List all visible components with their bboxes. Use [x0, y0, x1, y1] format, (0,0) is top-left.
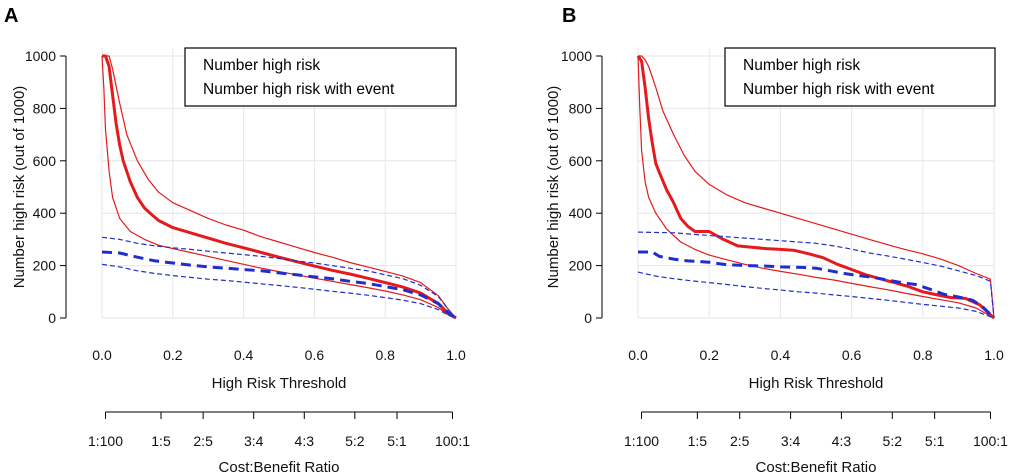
cost-benefit-tick-label: 3:4: [244, 433, 264, 449]
cost-benefit-tick-label: 2:5: [730, 433, 750, 449]
number-high-risk-line: [636, 55, 996, 320]
cost-benefit-tick-label: 100:1: [973, 433, 1008, 449]
cost-benefit-axis-title: Cost:Benefit Ratio: [756, 459, 877, 476]
panel-letter: B: [562, 5, 576, 27]
legend-entry: Number high risk: [203, 57, 320, 74]
cost-benefit-axis-title: Cost:Benefit Ratio: [219, 459, 340, 476]
number-high-risk-with-event-upper-bound-line: [637, 231, 995, 319]
y-tick-label: 400: [569, 205, 593, 221]
cost-benefit-tick-label: 1:100: [88, 433, 123, 449]
legend-entry: Number high risk with event: [203, 81, 395, 98]
cost-benefit-tick-label: 2:5: [193, 433, 213, 449]
number-high-risk-lower-bound-line: [101, 55, 457, 319]
x-tick-label: 0.2: [699, 347, 719, 363]
cost-benefit-tick-label: 5:1: [387, 433, 407, 449]
number-high-risk-with-event-lower-bound-line: [101, 263, 457, 319]
cost-benefit-tick-label: 5:2: [883, 433, 903, 449]
x-axis-title: High Risk Threshold: [749, 375, 884, 392]
x-tick-label: 1.0: [446, 347, 466, 363]
x-tick-label: 1.0: [984, 347, 1004, 363]
cost-benefit-tick-label: 4:3: [832, 433, 852, 449]
number-high-risk-with-event-line: [101, 250, 457, 320]
x-tick-label: 0.0: [628, 347, 648, 363]
y-axis-title: Number high risk (out of 1000): [545, 86, 562, 289]
x-tick-label: 0.4: [771, 347, 791, 363]
y-tick-label: 0: [584, 310, 592, 326]
cost-benefit-tick-label: 3:4: [781, 433, 801, 449]
y-tick-label: 600: [33, 153, 57, 169]
x-axis-title: High Risk Threshold: [212, 375, 347, 392]
panel-letter: A: [4, 5, 18, 27]
legend-entry: Number high risk: [743, 57, 860, 74]
x-tick-label: 0.8: [375, 347, 395, 363]
number-high-risk-upper-bound-line: [638, 55, 995, 319]
panel-b: B 0 200 400 600 800 1000 Number high risk (out …: [545, 5, 1008, 476]
number-high-risk-with-event-lower-bound-line: [637, 271, 995, 319]
number-high-risk-with-event-line: [638, 250, 996, 320]
x-tick-label: 0.2: [163, 347, 183, 363]
number-high-risk-with-event-upper-bound-line: [101, 236, 457, 319]
x-tick-label: 0.0: [92, 347, 112, 363]
y-tick-label: 400: [33, 205, 57, 221]
legend-box: [724, 47, 996, 107]
cost-benefit-tick-label: 1:5: [151, 433, 171, 449]
y-tick-label: 1000: [25, 48, 56, 64]
number-high-risk-lower-bound-line: [637, 55, 995, 319]
y-axis-title: Number high risk (out of 1000): [11, 86, 28, 289]
cost-benefit-tick-label: 4:3: [295, 433, 315, 449]
x-tick-label: 0.8: [913, 347, 933, 363]
y-tick-label: 800: [33, 100, 57, 116]
cost-benefit-tick-label: 5:1: [925, 433, 945, 449]
x-tick-label: 0.6: [842, 347, 862, 363]
y-tick-label: 1000: [561, 48, 592, 64]
cost-benefit-tick-label: 1:100: [624, 433, 659, 449]
cost-benefit-tick-label: 1:5: [688, 433, 708, 449]
y-tick-label: 200: [569, 258, 593, 274]
y-tick-label: 200: [33, 258, 57, 274]
number-high-risk-upper-bound-line: [102, 55, 457, 319]
legend-box: [184, 47, 457, 107]
panel-a: A 0 200 400 600 800 1000 Number high risk (out …: [4, 5, 470, 476]
cost-benefit-tick-label: 5:2: [345, 433, 365, 449]
cost-benefit-tick-label: 100:1: [435, 433, 470, 449]
y-tick-label: 0: [48, 310, 56, 326]
y-tick-label: 600: [569, 153, 593, 169]
number-high-risk-line: [102, 54, 457, 320]
x-tick-label: 0.6: [305, 347, 325, 363]
x-tick-label: 0.4: [234, 347, 254, 363]
legend-entry: Number high risk with event: [743, 81, 935, 98]
y-tick-label: 800: [569, 100, 593, 116]
